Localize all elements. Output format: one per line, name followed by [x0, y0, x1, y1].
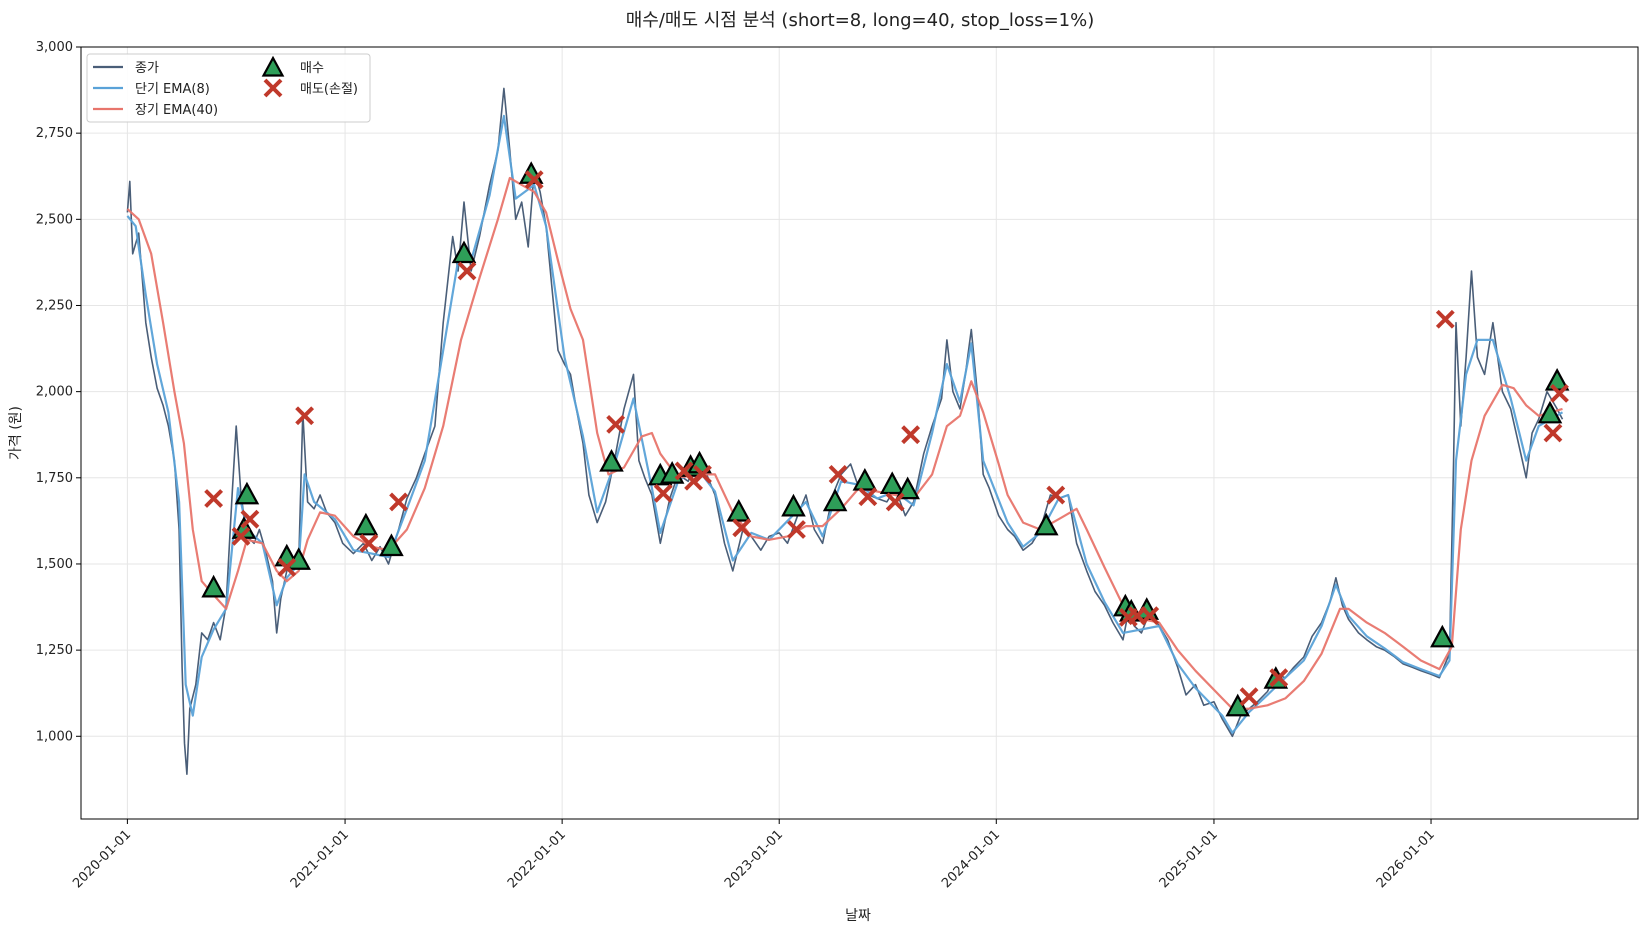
y-axis: 1,000 1,250 1,500 1,750 2,000 2,250 2,500 2,750… [36, 40, 81, 744]
plot-frame [80, 46, 1639, 820]
sell-marker [885, 492, 905, 512]
buy-marker [451, 240, 477, 264]
y-tick-label: 2,250 [36, 298, 73, 313]
legend-label-ema-short: 단기 EMA(8) [135, 82, 210, 97]
sell-marker [524, 170, 544, 190]
sell-marker [693, 464, 712, 484]
buy-marker [599, 448, 624, 472]
buy-marker [879, 471, 905, 495]
sell-marker [231, 526, 251, 546]
sell-marker [1550, 383, 1569, 403]
chart-title: 매수/매도 시점 분석 (short=8, long=40, stop_loss… [626, 10, 1095, 31]
sell-marker [787, 520, 806, 539]
sell-marker [1140, 606, 1160, 626]
sell-marker [295, 406, 315, 426]
buy-marker [1225, 693, 1251, 717]
buy-marker [781, 493, 806, 517]
y-tick-label: 1,750 [36, 471, 73, 486]
buy-marker [822, 488, 848, 512]
buy-marker [1033, 512, 1059, 536]
buy-marker [234, 481, 260, 505]
sell-marker [1239, 687, 1259, 707]
x-axis-title: 날짜 [845, 908, 871, 924]
sell-marker [277, 557, 297, 577]
buy-marker [201, 574, 226, 598]
sell-marker [389, 492, 408, 512]
y-tick-label: 1,000 [36, 729, 73, 744]
buy-marker [353, 512, 379, 536]
sell-marker [1046, 485, 1066, 505]
y-tick-label: 2,000 [36, 385, 73, 400]
sell-marker [858, 487, 878, 507]
legend-box [86, 53, 371, 123]
sell-marker [1435, 309, 1455, 329]
sell-marker [240, 509, 260, 529]
y-axis-title: 가격 (원) [8, 406, 24, 460]
sell-marker [1543, 423, 1563, 443]
sell-marker [1269, 668, 1289, 688]
sell-marker [653, 483, 673, 503]
buy-marker [852, 467, 878, 491]
sell-marker [204, 489, 224, 508]
sell-marker [901, 425, 921, 445]
sell-marker [606, 414, 626, 434]
sell-marker [828, 464, 848, 484]
legend-swatch-buy [261, 55, 285, 77]
y-tick-label: 1,250 [36, 643, 73, 658]
marker-layer [201, 161, 1570, 717]
grid-layer [81, 46, 1638, 819]
y-tick-label: 2,500 [36, 212, 73, 227]
legend-label-close: 종가 [135, 61, 159, 76]
sell-marker [732, 518, 752, 538]
buy-marker [379, 533, 404, 557]
sell-marker [359, 533, 379, 553]
sell-marker [457, 261, 477, 281]
buy-marker [1430, 624, 1455, 648]
legend-label-ema-long: 장기 EMA(40) [135, 103, 218, 118]
buy-marker [726, 498, 752, 522]
y-tick-label: 3,000 [36, 40, 73, 55]
y-tick-label: 1,500 [36, 557, 73, 572]
legend-label-buy: 매수 [300, 61, 324, 76]
buy-marker [1537, 400, 1563, 424]
y-tick-label: 2,750 [36, 126, 73, 141]
legend-label-sell: 매도(손절) [300, 82, 358, 97]
legend-swatch-sell [263, 78, 283, 98]
